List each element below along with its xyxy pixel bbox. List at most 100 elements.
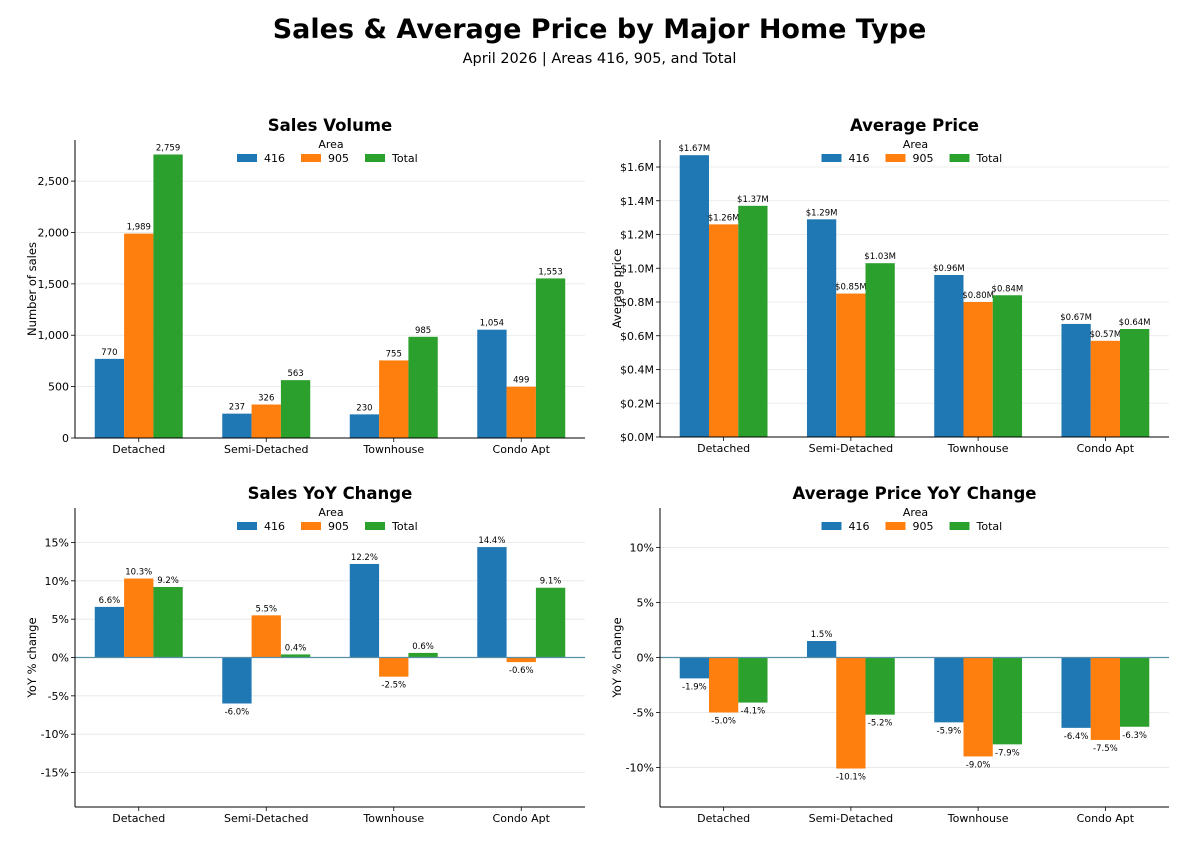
chart-title: Sales YoY Change [248,484,413,503]
bar-416-townhouse [934,657,964,723]
y-tick-label: 2,500 [38,175,70,188]
y-axis-label: YoY % change [610,617,624,698]
y-tick-label: 1,500 [38,278,70,291]
data-label: 9.2% [157,576,179,586]
x-tick-label: Condo Apt [493,443,551,456]
legend-entry: 905 [328,520,349,533]
bar-total-condo-apt [1120,329,1150,437]
legend-swatch-416 [237,522,257,530]
x-tick-label: Townhouse [947,442,1009,455]
bar-905-townhouse [963,302,993,437]
y-tick-label: 2,000 [38,226,70,239]
y-tick-label: -10% [626,761,654,774]
data-label: -9.0% [966,760,991,770]
data-label: 1,054 [480,319,504,329]
bar-905-detached [124,233,154,438]
data-label: -10.1% [836,773,866,783]
data-label: -7.9% [995,748,1020,758]
bar-905-detached [708,224,739,437]
legend-entry: Total [976,152,1003,165]
data-label: 1.5% [811,630,833,640]
figure-title: Sales & Average Price by Major Home Type [272,14,927,45]
data-label: 12.2% [351,553,378,563]
data-label: 237 [229,403,245,413]
x-tick-label: Detached [697,812,750,825]
legend-entry: Total [391,520,418,533]
legend-swatch-905 [885,522,906,530]
legend-title: Area [318,138,343,151]
y-tick-label: 0 [62,432,69,445]
data-label: 2,759 [156,143,180,153]
bar-total-condo-apt [535,587,566,658]
data-label: 9.1% [540,577,562,587]
bar-416-townhouse [349,414,380,438]
data-label: 6.6% [99,596,121,606]
data-label: $0.96M [933,264,965,274]
legend-entry: 905 [913,520,934,533]
bar-total-detached [738,657,768,703]
legend-swatch-total [949,522,970,530]
legend-swatch-416 [821,522,842,530]
y-tick-label: -5% [48,690,69,703]
bar-416-townhouse [934,275,964,437]
data-label: 14.4% [478,536,505,546]
bar-total-detached [738,205,768,437]
y-axis-label: Number of sales [25,242,39,336]
y-tick-label: 10% [630,542,654,555]
legend-entry: 416 [264,520,285,533]
y-tick-label: $0.8M [620,296,654,309]
bar-416-detached [679,155,709,437]
bar-905-detached [708,657,739,713]
y-tick-label: $0.2M [620,397,654,410]
x-tick-label: Detached [112,812,165,825]
y-tick-label: -15% [41,767,69,780]
bar-905-condo-apt [506,657,536,663]
legend-swatch-905 [301,522,321,530]
data-label: $0.57M [1090,330,1122,340]
data-label: 985 [415,326,431,336]
y-tick-label: -5% [633,706,654,719]
x-tick-label: Townhouse [362,443,424,456]
bar-416-condo-apt [1061,323,1091,437]
data-label: 5.5% [255,604,277,614]
y-tick-label: $0.4M [620,364,654,377]
bar-905-townhouse [963,657,993,757]
data-label: 1,989 [127,223,151,233]
y-tick-label: $1.6M [620,161,654,174]
x-tick-label: Condo Apt [1077,812,1135,825]
legend-entry: 416 [849,520,870,533]
y-tick-label: 10% [45,575,69,588]
legend-title: Area [903,506,928,519]
y-tick-label: -10% [41,728,69,741]
bar-905-condo-apt [506,386,536,438]
bar-total-condo-apt [1120,657,1150,727]
bar-total-townhouse [408,652,438,658]
data-label: -7.5% [1093,744,1118,754]
bar-total-townhouse [992,657,1023,745]
data-label: 563 [287,369,303,379]
x-tick-label: Semi-Detached [809,812,894,825]
bar-total-condo-apt [535,278,566,438]
data-label: 499 [513,376,529,386]
legend-swatch-905 [301,154,321,162]
data-label: $0.85M [835,283,867,293]
y-tick-label: 5% [637,597,654,610]
legend-swatch-416 [237,154,257,162]
data-label: $1.37M [737,195,769,205]
y-axis-label: Average price [610,249,624,329]
bar-total-semi-detached [865,657,895,715]
data-label: $0.67M [1060,313,1092,323]
x-tick-label: Townhouse [947,812,1009,825]
bar-total-detached [153,154,183,439]
data-label: 326 [258,394,274,404]
bar-416-detached [679,657,709,679]
data-label: 0.6% [412,642,434,652]
figure-subtitle: April 2026 | Areas 416, 905, and Total [462,51,737,67]
data-label: $1.29M [806,208,838,218]
data-label: -4.1% [741,707,766,717]
legend-entry: Total [976,520,1003,533]
